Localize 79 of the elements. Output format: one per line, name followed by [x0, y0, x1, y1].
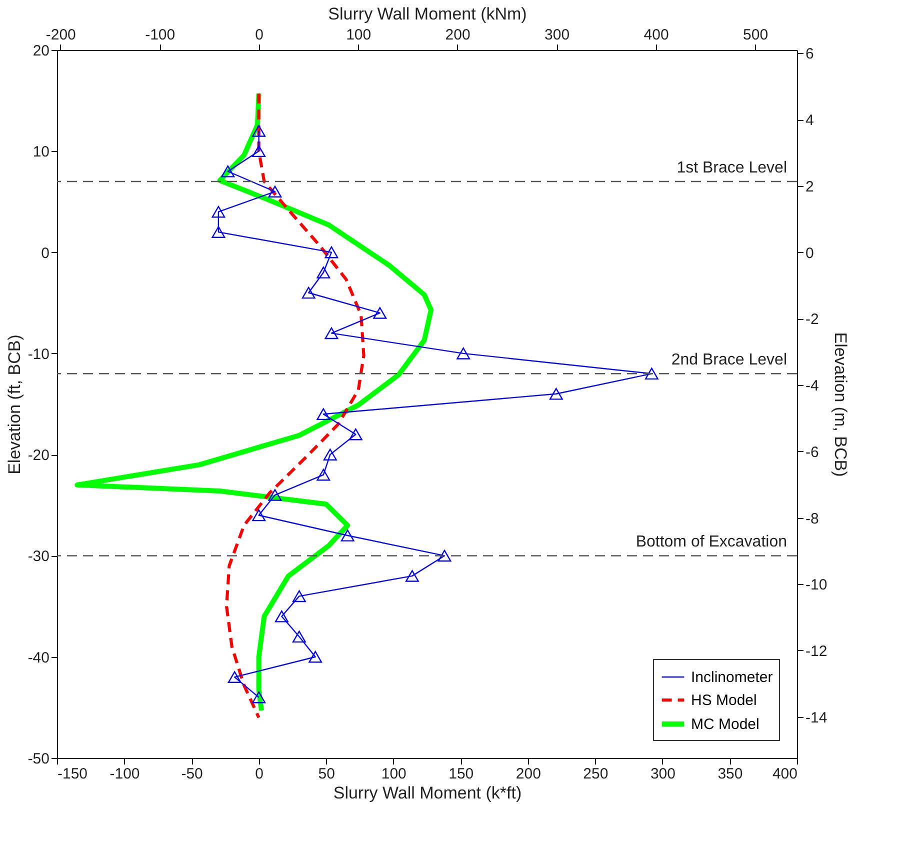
- ref-line-label: 2nd Brace Level: [671, 352, 787, 369]
- x-tick-label: 250: [583, 766, 608, 782]
- y2-tick-label: 0: [806, 244, 814, 262]
- point: [438, 550, 452, 562]
- y-tick-label: 20: [32, 42, 50, 60]
- point: [292, 590, 306, 602]
- y2-tick-label: -8: [806, 510, 819, 528]
- legend-label: MC Model: [691, 716, 760, 733]
- x-tick-label: -100: [110, 766, 140, 782]
- y-axis-title: Elevation (ft, BCB): [4, 334, 24, 474]
- x2-tick-label: 500: [743, 26, 768, 44]
- point: [212, 226, 226, 238]
- x-tick-label: 400: [772, 766, 798, 782]
- x2-tick-label: 100: [346, 26, 372, 44]
- point: [316, 468, 330, 481]
- y-tick-label: -10: [28, 346, 50, 363]
- y-tick-label: 10: [32, 144, 50, 161]
- point: [323, 448, 337, 460]
- y2-tick-label: -14: [806, 709, 828, 726]
- x2-tick-label: 0: [255, 26, 264, 44]
- y2-tick-label: -12: [806, 642, 828, 660]
- point: [316, 408, 330, 420]
- line-series: [224, 92, 366, 720]
- y-tick-label: -30: [28, 548, 50, 566]
- x2-tick-label: -200: [46, 26, 76, 44]
- y2-tick-label: 4: [806, 112, 814, 130]
- point: [373, 307, 387, 319]
- point: [340, 530, 354, 542]
- point: [456, 348, 470, 360]
- x2-tick-label: 300: [544, 26, 570, 44]
- ref-line-label: Bottom of Excavation: [636, 534, 787, 551]
- y2-tick-label: 6: [806, 46, 814, 63]
- y2-tick-label: -2: [806, 311, 819, 328]
- point: [302, 286, 316, 299]
- point: [268, 186, 282, 198]
- point: [308, 650, 322, 663]
- y-tick-label: 0: [41, 244, 50, 262]
- x-tick-label: 50: [318, 766, 335, 782]
- point: [324, 327, 338, 340]
- x2-tick-label: -100: [145, 26, 176, 44]
- x-tick-label: 300: [650, 766, 676, 782]
- point: [212, 206, 226, 218]
- point: [292, 630, 306, 643]
- point: [252, 125, 266, 137]
- y-tick-label: -50: [28, 750, 50, 768]
- y2-tick-label: -6: [806, 444, 819, 461]
- point: [274, 610, 288, 622]
- ref-line-label: 1st Brace Level: [676, 159, 787, 176]
- x-tick-label: -150: [58, 766, 88, 782]
- y-tick-label: -40: [28, 649, 50, 666]
- legend-label: Inclinometer: [691, 669, 773, 686]
- x-tick-label: 200: [516, 766, 541, 782]
- x-axis-title: Slurry Wall Moment (k*ft): [333, 784, 522, 802]
- x2-axis-title: Slurry Wall Moment (kNm): [328, 4, 527, 24]
- x2-tick-label: 400: [644, 26, 669, 44]
- point: [228, 671, 242, 683]
- x2-tick-label: 200: [445, 26, 470, 44]
- point: [252, 509, 266, 522]
- y2-tick-label: 2: [806, 178, 814, 196]
- point: [405, 570, 419, 582]
- point: [221, 165, 235, 178]
- point: [252, 691, 266, 704]
- y-tick-label: -20: [28, 447, 50, 464]
- point: [324, 246, 338, 258]
- point: [549, 388, 563, 400]
- x-tick-label: 150: [448, 766, 474, 782]
- y2-tick-label: -4: [806, 378, 819, 395]
- legend-label: HS Model: [691, 692, 757, 709]
- point: [348, 428, 362, 440]
- point: [252, 145, 266, 158]
- x-tick-label: 0: [255, 766, 264, 782]
- x-tick-label: 100: [381, 766, 406, 782]
- point: [644, 368, 658, 380]
- x-tick-label: -50: [181, 766, 203, 782]
- point: [316, 266, 330, 278]
- x-tick-label: 350: [718, 766, 743, 782]
- point: [268, 489, 282, 501]
- y2-axis-title: Elevation (m, BCB): [831, 332, 850, 477]
- y2-tick-label: -10: [806, 576, 828, 594]
